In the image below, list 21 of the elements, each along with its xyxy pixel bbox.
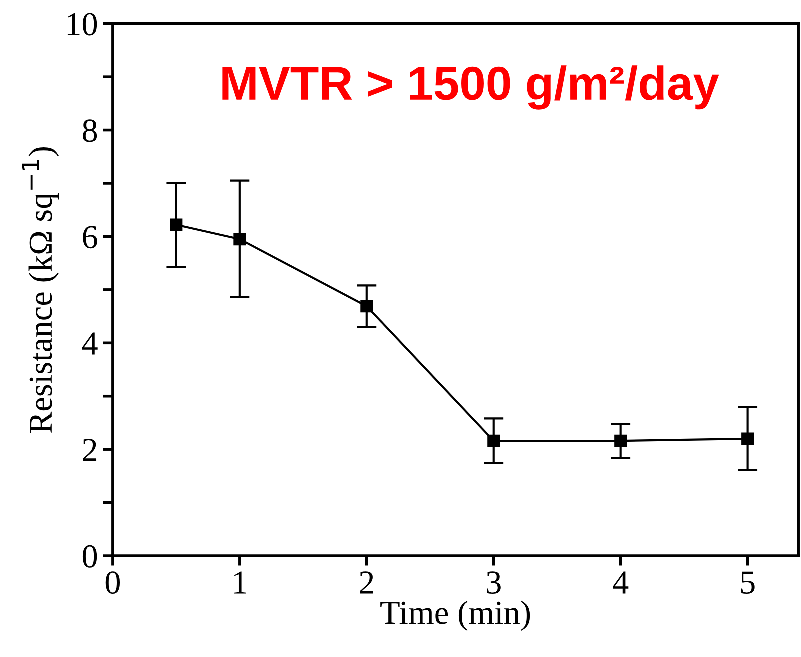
y-tick-label: 6 [83, 226, 98, 249]
point [742, 432, 754, 446]
y-tick-label: 4 [82, 332, 98, 355]
y-axis-title: Resistance (kΩ sq$^{−1}$) [22, 147, 60, 434]
annotation: MVTR > 1500 g/m²/day [222, 66, 720, 110]
x-tick-label: 4 [613, 572, 629, 594]
y-tick-label: 8 [82, 120, 98, 142]
point [614, 434, 628, 448]
point [170, 218, 183, 232]
y-tick-label: 0 [82, 545, 98, 568]
point [234, 233, 246, 246]
x-tick-label: 2 [360, 572, 374, 594]
x-tick-label: 3 [487, 572, 501, 594]
y-tick-label: 2 [83, 439, 97, 462]
x-tick-label: 5 [741, 572, 755, 594]
x-tick-label: 0 [106, 572, 120, 594]
x-tick-label: 1 [234, 572, 246, 594]
y-tick-label: 10 [68, 13, 98, 36]
point [360, 300, 374, 313]
point [488, 434, 500, 448]
x-axis-title: Time (min) [380, 600, 530, 632]
